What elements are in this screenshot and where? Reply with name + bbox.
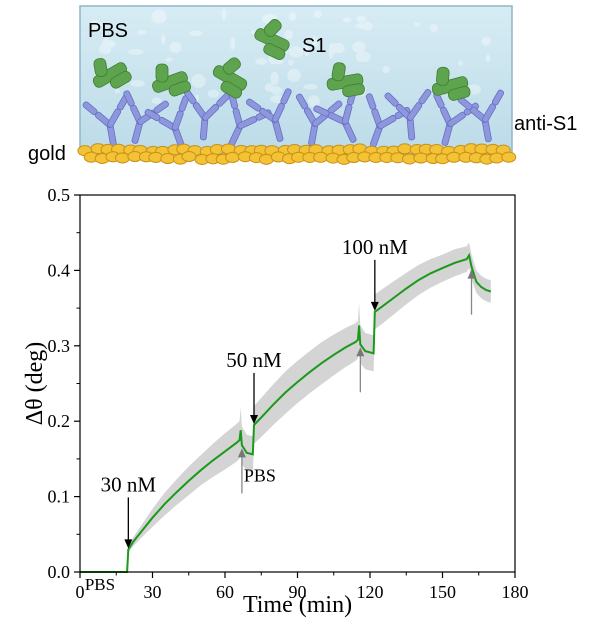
gold-particle: [397, 143, 413, 155]
series-line-layer: [80, 252, 492, 573]
droplet: [288, 12, 297, 22]
x-tick-label: 60: [216, 582, 234, 602]
annotation-label: 30 nM: [101, 472, 157, 496]
droplet: [137, 29, 147, 35]
droplet: [127, 49, 144, 55]
x-tick-label: 120: [357, 582, 384, 602]
droplet: [288, 46, 304, 58]
y-axis-label: Δθ (deg): [22, 342, 48, 426]
droplet: [255, 58, 268, 65]
analyte-label: S1: [302, 35, 326, 57]
droplet: [108, 40, 116, 48]
droplet: [352, 41, 366, 54]
droplet: [308, 94, 320, 108]
droplet: [264, 83, 275, 92]
droplet: [467, 84, 481, 95]
droplet: [304, 43, 310, 57]
annotation-arrowhead: [467, 269, 476, 279]
droplet: [161, 34, 166, 45]
droplet: [98, 43, 112, 55]
y-tick-label: 0.1: [48, 487, 71, 507]
antibody-label: anti-S1: [514, 113, 577, 135]
annotation-arrowhead: [237, 448, 246, 458]
surface-label: gold: [28, 143, 66, 165]
droplet: [269, 59, 285, 65]
x-tick-label: 150: [429, 582, 456, 602]
tick-layer: 0 30 60 90 120 150 180 0.0 0.1 0.2 0.3 0.4 0.5: [48, 185, 529, 602]
gold-surface: [77, 143, 517, 165]
droplet: [284, 30, 294, 40]
droplet: [414, 22, 421, 27]
droplet: [169, 41, 182, 54]
annotation-layer: 30 nM 50 nM 100 nM PBS PBS: [85, 235, 476, 594]
droplet: [153, 13, 159, 18]
annotation-arrowhead: [356, 347, 365, 357]
annotation-arrowhead: [250, 414, 258, 424]
droplet: [311, 35, 318, 48]
droplet: [355, 51, 371, 63]
buffer-label: PBS: [88, 20, 128, 42]
droplet: [382, 65, 390, 74]
x-tick-label: 90: [289, 582, 307, 602]
y-tick-label: 0.4: [48, 260, 71, 280]
annotation-arrowhead: [370, 301, 379, 311]
droplet: [89, 20, 102, 32]
droplet: [221, 8, 227, 21]
droplet: [151, 97, 162, 104]
droplet: [361, 21, 373, 31]
droplet: [342, 17, 352, 23]
droplet: [429, 23, 438, 33]
droplet: [191, 74, 206, 88]
gold-particle: [501, 151, 517, 163]
droplet: [230, 36, 236, 51]
x-axis-label: Time (min): [243, 592, 352, 618]
x-tick-label: 30: [144, 582, 162, 602]
annotation-label: 100 nM: [342, 235, 408, 259]
annotation-label: 50 nM: [226, 348, 282, 372]
y-tick-label: 0.2: [48, 411, 71, 431]
series-line: [80, 252, 492, 573]
droplet: [270, 71, 279, 86]
y-tick-label: 0.5: [48, 185, 71, 205]
droplet: [189, 30, 203, 36]
annotation-label: PBS: [244, 465, 276, 485]
droplet: [114, 88, 120, 94]
droplet: [303, 84, 318, 90]
x-tick-label: 180: [502, 582, 529, 602]
droplet: [331, 42, 345, 54]
annotation-label: PBS: [85, 575, 115, 594]
droplet: [165, 57, 173, 62]
droplet: [151, 9, 167, 24]
droplet: [130, 80, 145, 87]
droplet: [328, 43, 337, 55]
error-band: [80, 242, 491, 572]
gold-particle: [160, 153, 176, 165]
sensor-schematic: PBS S1 anti-S1 gold: [28, 5, 577, 165]
droplet: [481, 36, 491, 46]
gold-particle: [181, 151, 197, 163]
droplet: [271, 86, 283, 95]
droplet: [207, 89, 219, 98]
droplet: [355, 23, 368, 29]
droplet: [356, 15, 367, 23]
droplet: [458, 60, 464, 66]
error-band-layer: [80, 242, 491, 572]
droplet: [101, 38, 112, 53]
droplet: [313, 10, 322, 18]
y-tick-label: 0.3: [48, 336, 71, 356]
gold-particle: [115, 152, 131, 164]
droplet: [328, 44, 334, 59]
droplet: [288, 59, 294, 66]
droplet: [287, 68, 301, 82]
droplet: [485, 54, 491, 63]
x-tick-label: 0: [76, 582, 85, 602]
annotation-arrowhead: [124, 539, 133, 549]
y-tick-label: 0.0: [48, 562, 71, 582]
gold-particle: [225, 151, 241, 163]
